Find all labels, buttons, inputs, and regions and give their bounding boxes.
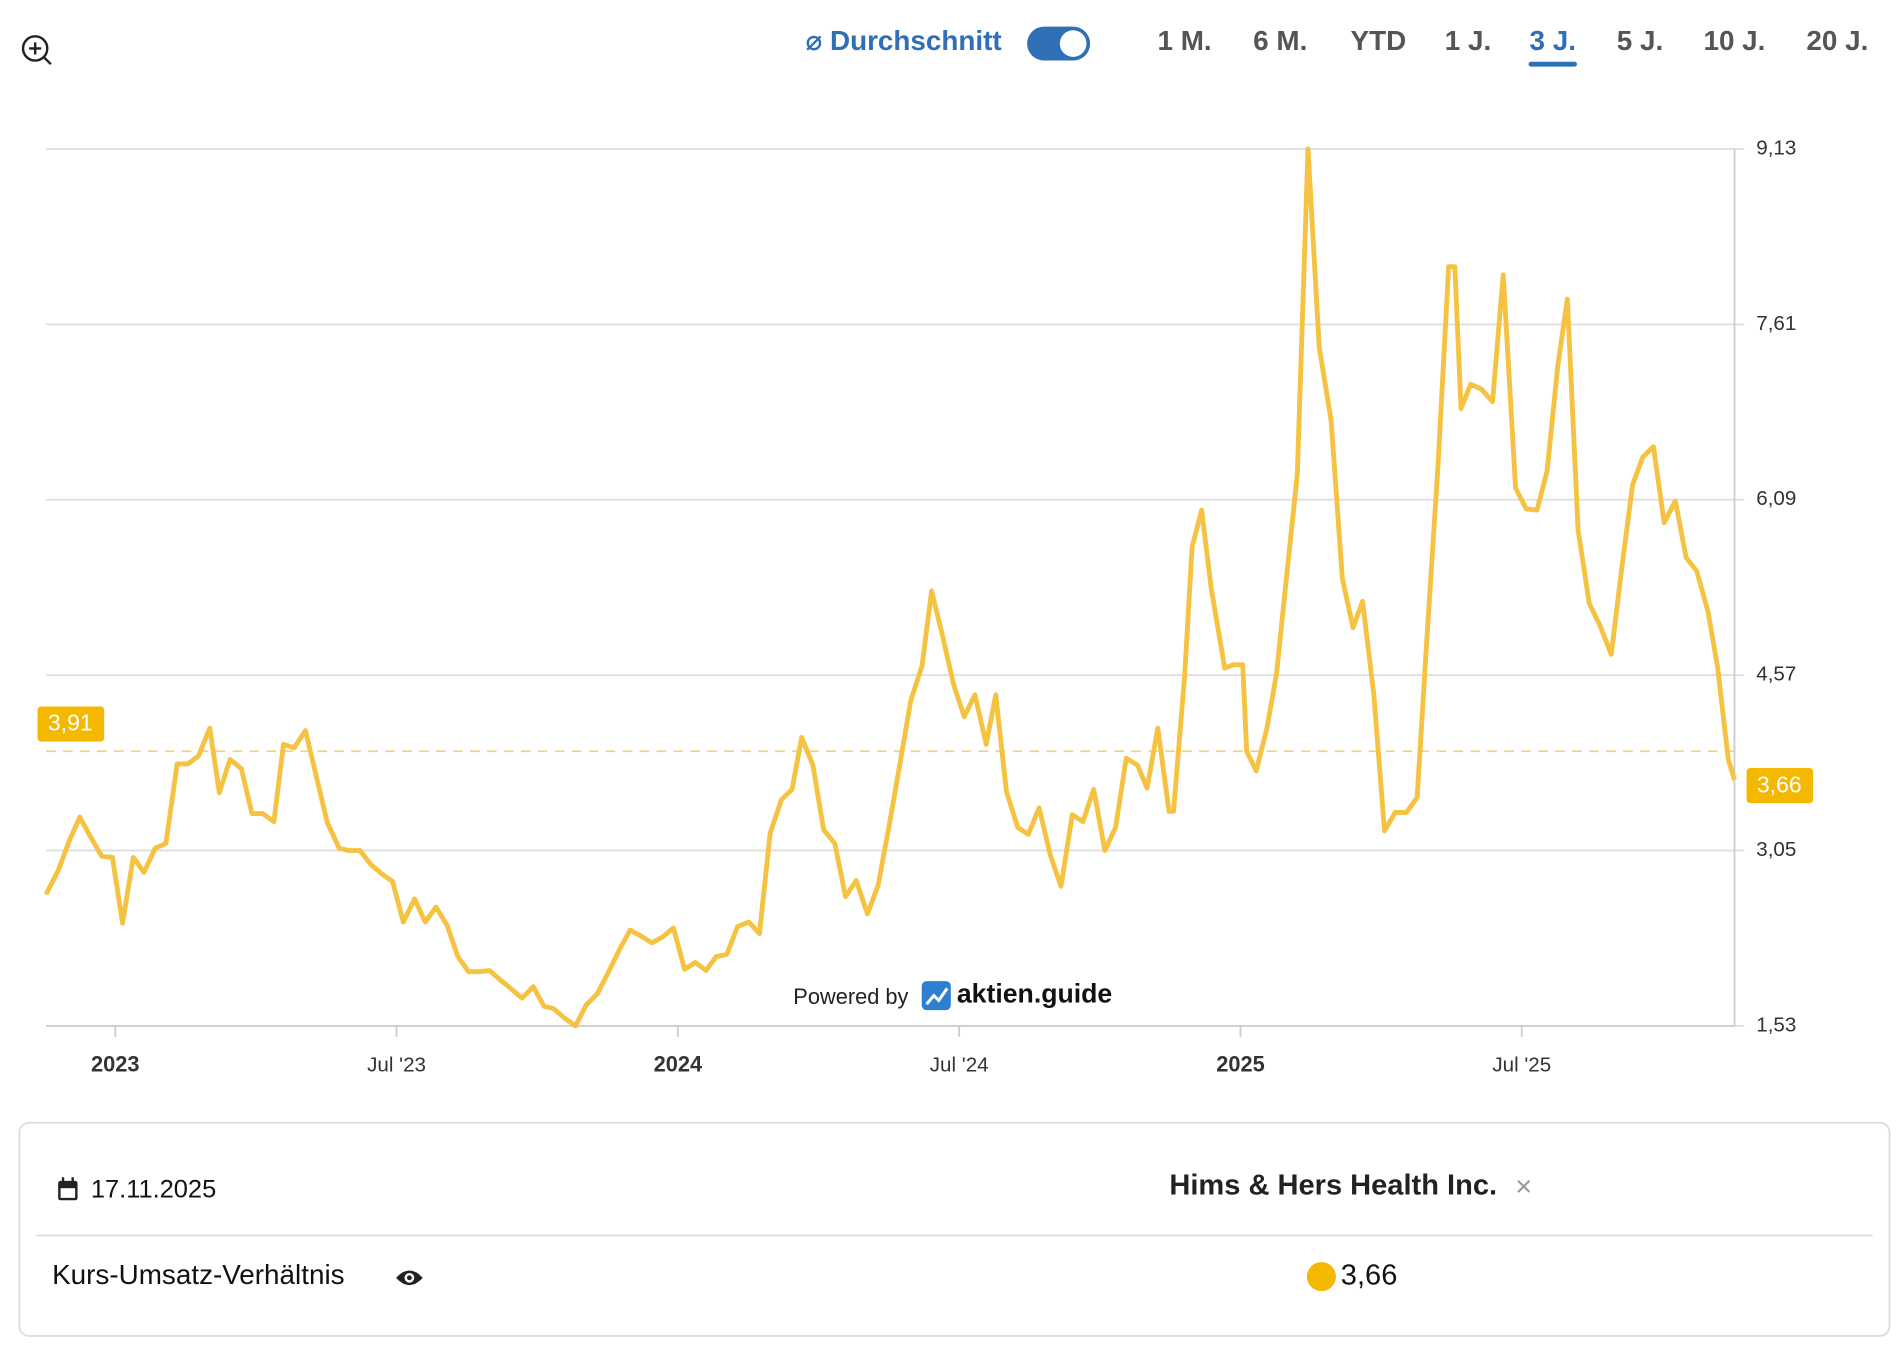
range-button[interactable]: YTD: [1351, 25, 1407, 56]
date: 17.11.2025: [91, 1175, 216, 1203]
y-tick-label: 9,13: [1756, 136, 1796, 159]
y-tick-label: 6,09: [1756, 487, 1796, 510]
calendar-icon: [58, 1177, 78, 1201]
y-tick-label: 3,05: [1756, 838, 1796, 861]
range-button[interactable]: 6 M.: [1253, 25, 1307, 56]
plot: 1,53 3,05 4,57 6,09 7,61 9,13 2023 Jul '23 2024 J…: [37, 136, 1814, 1077]
series-dot: [1306, 1262, 1336, 1292]
x-tick-label: Jul '23: [367, 1053, 426, 1076]
watermark-prefix: Powered by: [793, 984, 908, 1009]
average-toggle[interactable]: [1027, 26, 1091, 61]
average-label: 3,91: [48, 710, 93, 736]
zoom-button[interactable]: [21, 35, 52, 66]
x-tick-label: 2023: [91, 1052, 139, 1077]
last-value-label: 3,66: [1757, 771, 1802, 797]
x-tick-label: 2025: [1216, 1052, 1265, 1077]
range-button[interactable]: 1 J.: [1445, 25, 1491, 56]
remove-company[interactable]: ×: [1515, 1171, 1532, 1203]
average-badge: [37, 706, 105, 742]
eye-icon[interactable]: [396, 1270, 423, 1286]
range-button[interactable]: 5 J.: [1617, 25, 1663, 56]
toggle-knob: [1059, 30, 1087, 57]
series-line: [43, 146, 1737, 1029]
y-tick-label: 4,57: [1756, 663, 1796, 686]
average-toggle-label[interactable]: ⌀ Durchschnitt: [805, 25, 1001, 56]
watermark-brand: aktien.guide: [957, 979, 1112, 1009]
range-button[interactable]: 20 J.: [1806, 25, 1868, 56]
x-tick-label: Jul '24: [930, 1053, 989, 1076]
brand-logo: [921, 981, 951, 1011]
range-button[interactable]: 3 J.: [1530, 25, 1576, 56]
last-value-badge: [1746, 768, 1814, 804]
metric: Kurs-Umsatz-Verhältnis: [52, 1259, 344, 1290]
x-tick-label: Jul '25: [1492, 1053, 1551, 1076]
company: Hims & Hers Health Inc.: [1169, 1170, 1497, 1202]
active-underline: [1528, 61, 1578, 67]
y-tick-label: 7,61: [1756, 312, 1796, 335]
range-buttons: 1 M. 6 M. YTD 1 J. 3 J. 5 J. 10 J. 20 J.: [1157, 25, 1868, 67]
range-button[interactable]: 10 J.: [1703, 25, 1765, 56]
range-button[interactable]: 1 M.: [1157, 25, 1211, 56]
metric-value: 3,66: [1341, 1259, 1398, 1291]
info-panel: [18, 1121, 1891, 1337]
x-tick-label: 2024: [654, 1052, 703, 1077]
y-tick-label: 1,53: [1756, 1013, 1796, 1036]
